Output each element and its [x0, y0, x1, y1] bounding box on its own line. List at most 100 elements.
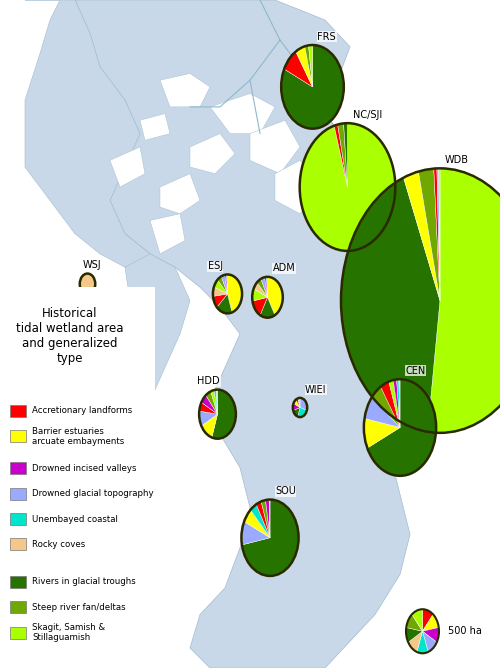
Polygon shape	[275, 160, 320, 214]
Wedge shape	[225, 275, 228, 294]
Wedge shape	[300, 123, 396, 251]
Wedge shape	[206, 391, 218, 414]
Text: HDD: HDD	[198, 376, 220, 386]
Wedge shape	[308, 45, 312, 87]
Wedge shape	[269, 500, 270, 538]
Text: WDB: WDB	[445, 155, 469, 165]
Wedge shape	[422, 615, 438, 631]
Polygon shape	[25, 0, 150, 267]
Text: Rocky coves: Rocky coves	[32, 540, 85, 549]
Polygon shape	[150, 214, 185, 254]
Text: CEN: CEN	[405, 366, 425, 376]
Text: 500 ha: 500 ha	[448, 627, 482, 636]
Bar	[10, 405, 26, 417]
Wedge shape	[418, 168, 440, 301]
Polygon shape	[25, 0, 425, 668]
Bar	[10, 538, 26, 550]
Wedge shape	[439, 168, 440, 301]
Wedge shape	[218, 277, 228, 294]
Wedge shape	[200, 402, 218, 414]
Wedge shape	[214, 389, 218, 414]
Wedge shape	[214, 280, 228, 294]
Text: NC/SJI: NC/SJI	[352, 110, 382, 120]
Polygon shape	[120, 234, 190, 468]
Text: Barrier estuaries
arcuate embayments: Barrier estuaries arcuate embayments	[32, 426, 124, 446]
Wedge shape	[254, 283, 268, 297]
Bar	[10, 513, 26, 525]
Wedge shape	[344, 123, 347, 187]
Wedge shape	[296, 46, 312, 87]
Bar	[10, 462, 26, 474]
Wedge shape	[338, 124, 347, 187]
Wedge shape	[284, 51, 312, 87]
Wedge shape	[293, 407, 300, 417]
Text: Historical
tidal wetland area
and generalized
type: Historical tidal wetland area and genera…	[16, 307, 124, 365]
Wedge shape	[213, 294, 228, 307]
Wedge shape	[80, 274, 95, 294]
Polygon shape	[140, 114, 170, 140]
Wedge shape	[437, 168, 440, 301]
Wedge shape	[404, 172, 440, 301]
Wedge shape	[380, 381, 400, 428]
Wedge shape	[296, 398, 300, 407]
Wedge shape	[422, 609, 433, 631]
Wedge shape	[202, 414, 218, 438]
Wedge shape	[226, 275, 228, 294]
Wedge shape	[300, 398, 307, 410]
Wedge shape	[212, 389, 236, 439]
Wedge shape	[268, 277, 283, 315]
Wedge shape	[399, 379, 400, 428]
Wedge shape	[261, 277, 268, 297]
Wedge shape	[199, 411, 218, 426]
Wedge shape	[406, 615, 422, 631]
Text: Rivers in glacial troughs: Rivers in glacial troughs	[32, 577, 136, 587]
Wedge shape	[210, 390, 218, 414]
Wedge shape	[257, 279, 268, 297]
Bar	[10, 601, 26, 613]
Text: Steep river fan/deltas: Steep river fan/deltas	[32, 603, 126, 612]
Wedge shape	[217, 294, 232, 313]
Wedge shape	[298, 398, 300, 407]
Wedge shape	[299, 398, 300, 407]
Wedge shape	[222, 275, 228, 294]
Polygon shape	[160, 174, 200, 214]
Wedge shape	[244, 510, 270, 538]
Wedge shape	[242, 522, 270, 545]
Wedge shape	[298, 407, 307, 417]
Wedge shape	[364, 397, 400, 428]
Wedge shape	[334, 124, 347, 187]
Wedge shape	[341, 178, 440, 432]
Text: Drowned glacial topography: Drowned glacial topography	[32, 489, 154, 498]
Polygon shape	[110, 147, 145, 187]
Wedge shape	[422, 627, 439, 643]
Wedge shape	[261, 500, 270, 538]
Text: Unembayed coastal: Unembayed coastal	[32, 514, 118, 524]
Wedge shape	[304, 45, 312, 87]
Text: FRS: FRS	[318, 31, 336, 41]
Wedge shape	[281, 45, 344, 129]
Wedge shape	[294, 399, 300, 407]
Wedge shape	[213, 287, 228, 297]
Wedge shape	[228, 275, 242, 313]
Wedge shape	[417, 631, 428, 653]
Wedge shape	[389, 380, 400, 428]
Wedge shape	[364, 418, 400, 448]
Text: Accretionary landforms: Accretionary landforms	[32, 406, 132, 415]
Polygon shape	[190, 134, 235, 174]
Bar	[10, 576, 26, 588]
Wedge shape	[264, 277, 268, 297]
Wedge shape	[250, 504, 270, 538]
Wedge shape	[396, 379, 400, 428]
Wedge shape	[408, 631, 422, 652]
Polygon shape	[160, 73, 210, 107]
Wedge shape	[252, 297, 268, 315]
Text: SOU: SOU	[275, 486, 296, 496]
Wedge shape	[266, 277, 268, 297]
Wedge shape	[242, 500, 298, 576]
Polygon shape	[210, 94, 275, 134]
Text: Drowned incised valleys: Drowned incised valleys	[32, 464, 136, 473]
Wedge shape	[266, 500, 270, 538]
Bar	[10, 627, 26, 639]
Bar	[10, 430, 26, 442]
Wedge shape	[216, 389, 218, 414]
